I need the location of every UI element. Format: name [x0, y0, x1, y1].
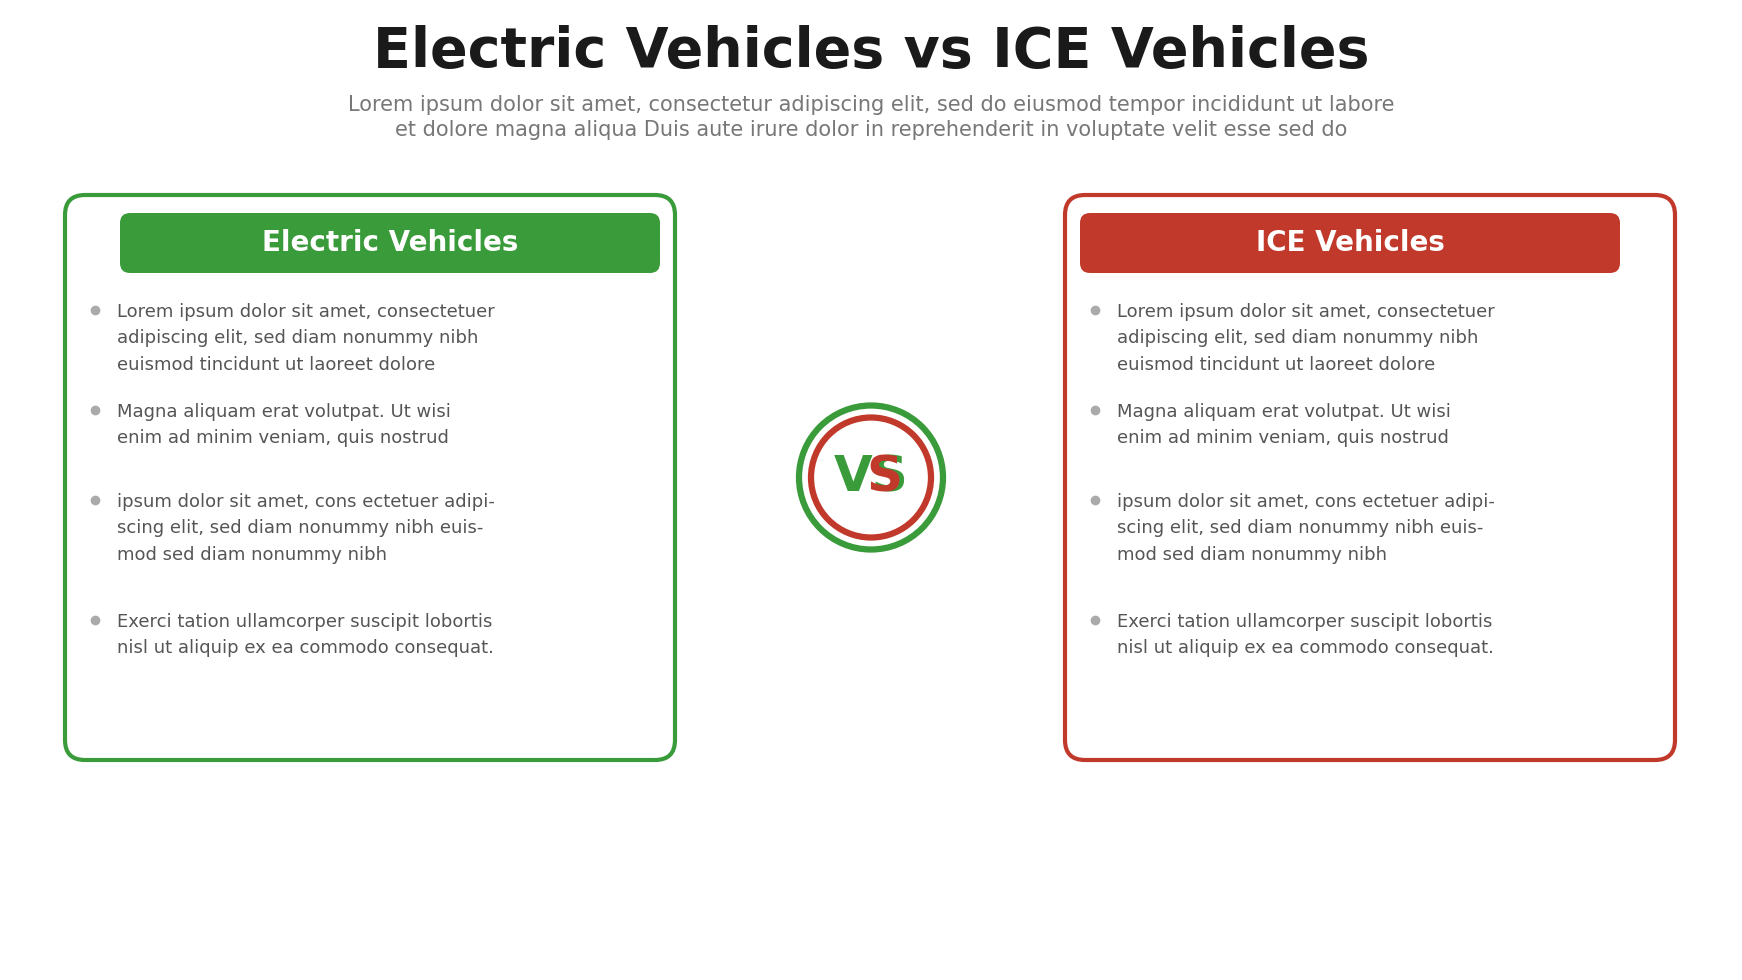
- Text: ipsum dolor sit amet, cons ectetuer adipi-
scing elit, sed diam nonummy nibh eui: ipsum dolor sit amet, cons ectetuer adip…: [117, 493, 495, 564]
- Text: Lorem ipsum dolor sit amet, consectetur adipiscing elit, sed do eiusmod tempor i: Lorem ipsum dolor sit amet, consectetur …: [348, 95, 1394, 115]
- Circle shape: [793, 400, 949, 556]
- Text: ICE Vehicles: ICE Vehicles: [1256, 229, 1444, 257]
- Text: Exerci tation ullamcorper suscipit lobortis
nisl ut aliquip ex ea commodo conseq: Exerci tation ullamcorper suscipit lobor…: [1117, 613, 1495, 658]
- Text: Electric Vehicles: Electric Vehicles: [261, 229, 517, 257]
- FancyBboxPatch shape: [1080, 213, 1620, 273]
- Text: Magna aliquam erat volutpat. Ut wisi
enim ad minim veniam, quis nostrud: Magna aliquam erat volutpat. Ut wisi eni…: [117, 403, 451, 448]
- FancyBboxPatch shape: [120, 213, 660, 273]
- Text: Lorem ipsum dolor sit amet, consectetuer
adipiscing elit, sed diam nonummy nibh
: Lorem ipsum dolor sit amet, consectetuer…: [1117, 303, 1495, 373]
- Text: S: S: [866, 454, 902, 502]
- Text: Electric Vehicles vs ICE Vehicles: Electric Vehicles vs ICE Vehicles: [373, 25, 1369, 79]
- FancyBboxPatch shape: [64, 195, 674, 760]
- Text: ipsum dolor sit amet, cons ectetuer adipi-
scing elit, sed diam nonummy nibh eui: ipsum dolor sit amet, cons ectetuer adip…: [1117, 493, 1495, 564]
- Text: Exerci tation ullamcorper suscipit lobortis
nisl ut aliquip ex ea commodo conseq: Exerci tation ullamcorper suscipit lobor…: [117, 613, 495, 658]
- FancyBboxPatch shape: [1064, 195, 1676, 760]
- Text: Lorem ipsum dolor sit amet, consectetuer
adipiscing elit, sed diam nonummy nibh
: Lorem ipsum dolor sit amet, consectetuer…: [117, 303, 495, 373]
- Text: Magna aliquam erat volutpat. Ut wisi
enim ad minim veniam, quis nostrud: Magna aliquam erat volutpat. Ut wisi eni…: [1117, 403, 1451, 448]
- Text: et dolore magna aliqua Duis aute irure dolor in reprehenderit in voluptate velit: et dolore magna aliqua Duis aute irure d…: [395, 120, 1347, 140]
- Text: VS: VS: [834, 454, 908, 502]
